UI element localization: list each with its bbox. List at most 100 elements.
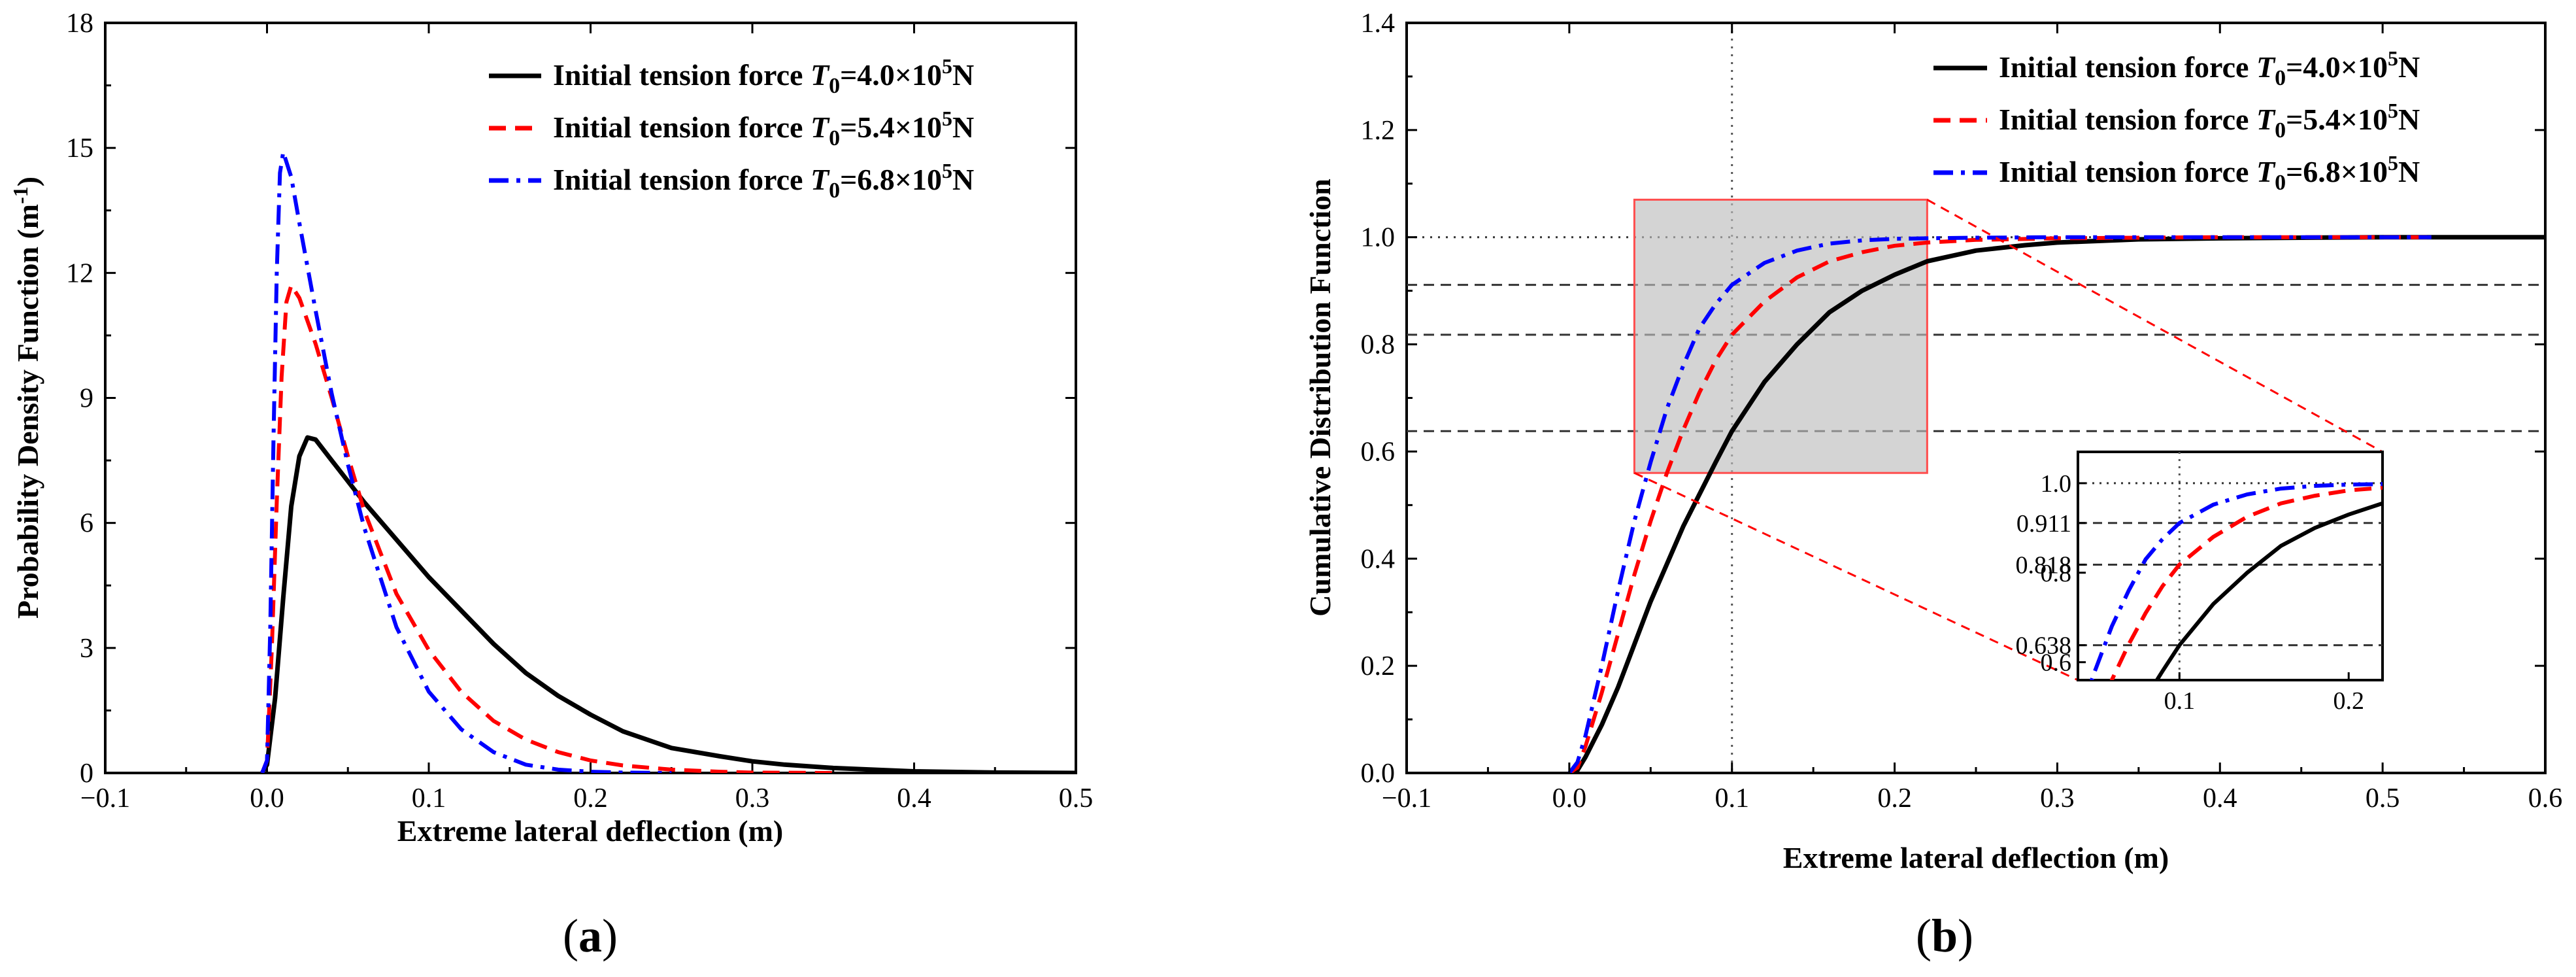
legend-label-1: Initial tension force T0=4.0×105N	[553, 54, 974, 98]
legend-prefix: Initial tension force	[553, 111, 811, 144]
legend-unit: N	[952, 163, 974, 196]
chart-b-zoom-box	[1633, 198, 1928, 474]
x-tick-label: −0.1	[1382, 783, 1431, 814]
x-tick-label: −0.1	[80, 783, 130, 814]
legend-subscript: 0	[2275, 118, 2286, 143]
chart-a-legend: Initial tension force T0=4.0×105NInitial…	[489, 54, 974, 203]
legend-value: =6.8×10	[840, 163, 942, 196]
x-tick-label: 0.5	[1059, 783, 1094, 814]
y-tick-label: 0.8	[1361, 330, 1396, 360]
legend-exponent: 5	[942, 159, 952, 182]
x-tick-label: 0.4	[897, 783, 931, 814]
x-tick-label: 0.1	[412, 783, 446, 814]
legend-value: =4.0×10	[2286, 50, 2388, 84]
caption-b: (b)	[1916, 910, 1973, 962]
legend-subscript: 0	[829, 74, 840, 98]
y-tick-label: 9	[80, 384, 93, 414]
legend-symbol: T	[2256, 103, 2276, 136]
inset-plot-area	[2078, 452, 2383, 680]
y-tick-label: 0.0	[1361, 759, 1396, 789]
y-tick-label: 0	[80, 759, 93, 789]
chart-b-xlabel: Extreme lateral deflection (m)	[1783, 841, 2169, 874]
y-tick-label: 12	[66, 258, 93, 288]
legend-subscript: 0	[2275, 66, 2286, 90]
legend-prefix: Initial tension force	[1999, 155, 2256, 188]
chart-a-tick-labels: −0.1 0.0 0.1 0.2 0.3 0.4 0.5 0 3 6 9 12 15 18	[66, 9, 1093, 814]
x-tick-label: 0.3	[2040, 783, 2075, 814]
inset-series-line-1	[2154, 501, 2383, 680]
x-tick-label: 0.5	[2366, 783, 2400, 814]
x-tick-label: 0.4	[2203, 783, 2237, 814]
chart-a: −0.1 0.0 0.1 0.2 0.3 0.4 0.5 0 3 6 9 12 15 18 Extreme…	[8, 9, 1093, 962]
legend-exponent: 5	[2388, 46, 2398, 70]
y-tick-label: 1.0	[1361, 223, 1396, 253]
chart-a-ticks	[104, 22, 1077, 774]
y-tick-label: 0.4	[1361, 544, 1396, 574]
legend-value: =4.0×10	[840, 58, 942, 92]
y-tick-label: 6	[80, 509, 93, 539]
chart-b-ylabel: Cumulative Distribution Function	[1303, 179, 1337, 617]
series-line-3	[1567, 235, 2432, 773]
inset-y-tick-label: 0.638	[2016, 632, 2072, 660]
zoom-rect	[1633, 198, 1928, 474]
legend-unit: N	[2398, 155, 2420, 188]
legend-label-2: Initial tension force T0=5.4×105N	[1999, 99, 2420, 143]
legend-subscript: 0	[2275, 171, 2286, 195]
inset-y-tick-label: 0.8	[2041, 560, 2072, 587]
y-tick-label: 15	[66, 133, 93, 163]
chart-b-reference-lines	[1407, 23, 2545, 773]
legend-label-1: Initial tension force T0=4.0×105N	[1999, 46, 2420, 90]
legend-unit: N	[952, 58, 974, 92]
y-tick-label: 18	[66, 9, 93, 39]
legend-label-3: Initial tension force T0=6.8×105N	[553, 159, 974, 203]
x-tick-label: 0.2	[573, 783, 608, 814]
legend-value: =5.4×10	[2286, 103, 2388, 136]
chart-a-series	[260, 150, 1076, 773]
legend-prefix: Initial tension force	[553, 58, 811, 92]
legend-symbol: T	[811, 111, 830, 144]
legend-symbol: T	[2256, 50, 2276, 84]
y-tick-label: 0.2	[1361, 651, 1396, 681]
legend-subscript: 0	[829, 179, 840, 203]
chart-b-inset: 0.1 0.2 0.60.638 0.80.818 0.911 1.0	[1633, 199, 2384, 715]
legend-symbol: T	[2256, 155, 2276, 188]
legend-prefix: Initial tension force	[1999, 50, 2256, 84]
legend-unit: N	[2398, 103, 2420, 136]
zoom-connector-top	[1926, 199, 2383, 453]
inset-series-line-2	[2109, 485, 2383, 680]
y-tick-label: 1.4	[1361, 9, 1396, 39]
legend-exponent: 5	[942, 107, 952, 130]
chart-b-series	[1567, 235, 2545, 773]
chart-a-xlabel: Extreme lateral deflection (m)	[397, 814, 784, 848]
chart-b-tick-labels: −0.1 0.0 0.1 0.2 0.3 0.4 0.5 0.60.00.20.40.60.8…	[1361, 9, 2563, 814]
inset-y-tick-label: 0.818	[2016, 551, 2072, 579]
y-tick-label: 1.2	[1361, 116, 1396, 146]
chart-b-ticks	[1405, 22, 2547, 774]
series-line-1	[260, 435, 1076, 773]
legend-exponent: 5	[2388, 99, 2398, 122]
inset-y-tick-label: 1.0	[2041, 470, 2072, 498]
legend-value: =6.8×10	[2286, 155, 2388, 188]
chart-a-ylabel: Probability Density Function (m-1)	[8, 177, 44, 619]
x-tick-label: 0.0	[250, 783, 284, 814]
legend-unit: N	[952, 111, 974, 144]
legend-label-2: Initial tension force T0=5.4×105N	[553, 107, 974, 150]
legend-subscript: 0	[829, 126, 840, 150]
inset-x-tick-label: 0.1	[2164, 687, 2196, 715]
inset-y-tick-label: 0.911	[2016, 510, 2071, 538]
x-tick-label: 0.6	[2528, 783, 2563, 814]
legend-symbol: T	[811, 58, 830, 92]
inset-x-tick-label: 0.2	[2333, 687, 2364, 715]
x-tick-label: 0.2	[1877, 783, 1912, 814]
x-tick-label: 0.0	[1552, 783, 1587, 814]
y-tick-label: 0.6	[1361, 437, 1396, 467]
y-tick-label: 3	[80, 634, 93, 664]
chart-b-legend: Initial tension force T0=4.0×105NInitial…	[1933, 46, 2420, 195]
x-tick-label: 0.3	[735, 783, 770, 814]
x-tick-label: 0.1	[1715, 783, 1749, 814]
legend-exponent: 5	[942, 54, 952, 78]
legend-value: =5.4×10	[840, 111, 942, 144]
zoom-connector-bottom	[1633, 471, 2079, 681]
series-line-3	[260, 150, 672, 773]
